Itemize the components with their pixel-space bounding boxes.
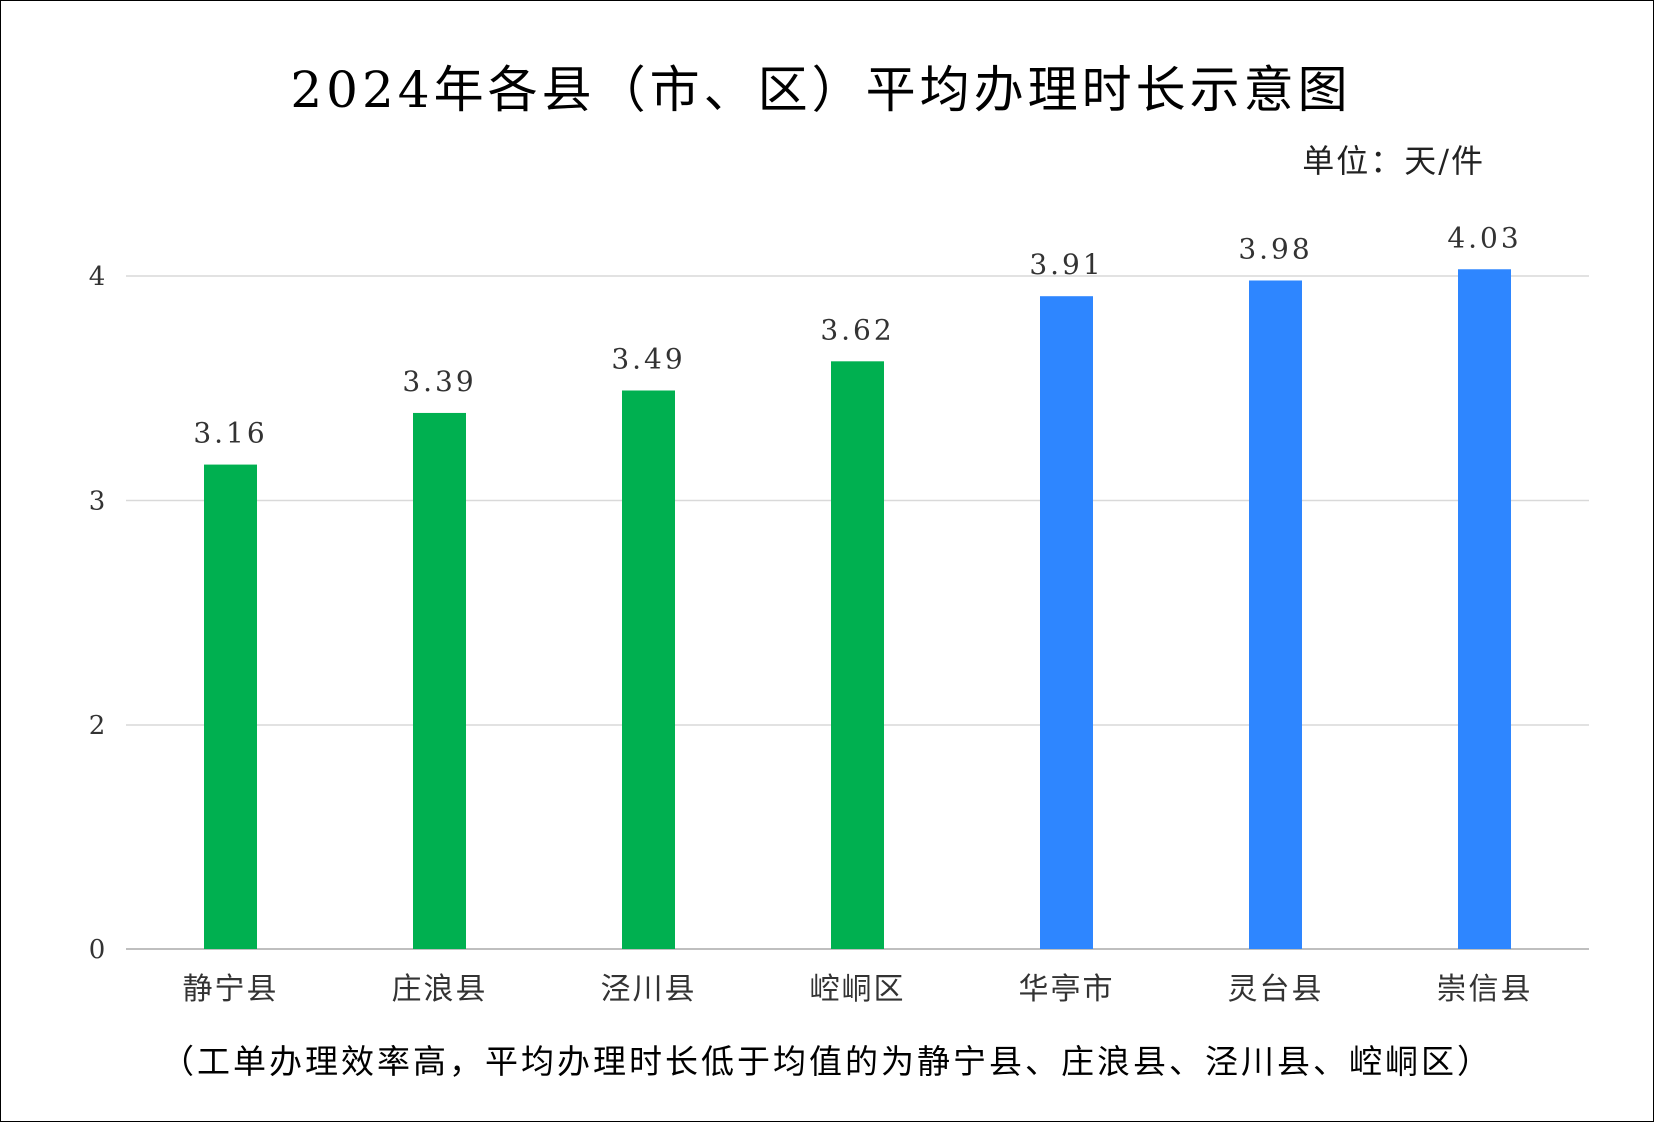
category-label: 崇信县 xyxy=(1437,972,1533,1007)
bar xyxy=(413,412,466,949)
category-labels: 静宁县 庄浪县 泾川县 崆峒区 华亭市 灵台县 崇信县 xyxy=(183,972,1533,1007)
bar xyxy=(1249,280,1302,949)
chart-title: 2024年各县（市、区）平均办理时长示意图 xyxy=(290,61,1351,119)
bar xyxy=(622,390,675,949)
bar-value-label: 3.49 xyxy=(611,342,685,375)
bar-value-label: 3.62 xyxy=(820,313,894,346)
bar-value-label: 3.91 xyxy=(1029,248,1103,281)
bar xyxy=(831,361,884,949)
bar xyxy=(1040,296,1093,950)
category-label: 崆峒区 xyxy=(810,972,906,1007)
category-label: 灵台县 xyxy=(1228,972,1324,1007)
y-tick-label: 0 xyxy=(89,935,106,965)
y-tick-label: 3 xyxy=(89,487,106,517)
y-tick-label: 2 xyxy=(89,711,106,741)
bar xyxy=(204,464,257,949)
bar-value-label: 3.39 xyxy=(402,365,476,398)
bars xyxy=(204,269,1511,950)
footnote: （工单办理效率高，平均办理时长低于均值的为静宁县、庄浪县、泾川县、崆峒区） xyxy=(161,1042,1493,1081)
category-label: 华亭市 xyxy=(1019,972,1115,1007)
y-axis-ticks: 0 2 3 4 xyxy=(89,262,106,965)
category-label: 庄浪县 xyxy=(392,972,488,1007)
category-label: 静宁县 xyxy=(183,972,279,1007)
unit-label: 单位：天/件 xyxy=(1302,142,1485,180)
bar-value-label: 3.16 xyxy=(193,417,267,450)
y-tick-label: 4 xyxy=(89,262,106,292)
bar xyxy=(1458,269,1511,949)
value-labels: 3.16 3.39 3.49 3.62 3.91 3.98 4.03 xyxy=(193,221,1521,450)
category-label: 泾川县 xyxy=(601,972,697,1007)
bar-value-label: 4.03 xyxy=(1447,221,1521,254)
bar-value-label: 3.98 xyxy=(1238,232,1312,265)
